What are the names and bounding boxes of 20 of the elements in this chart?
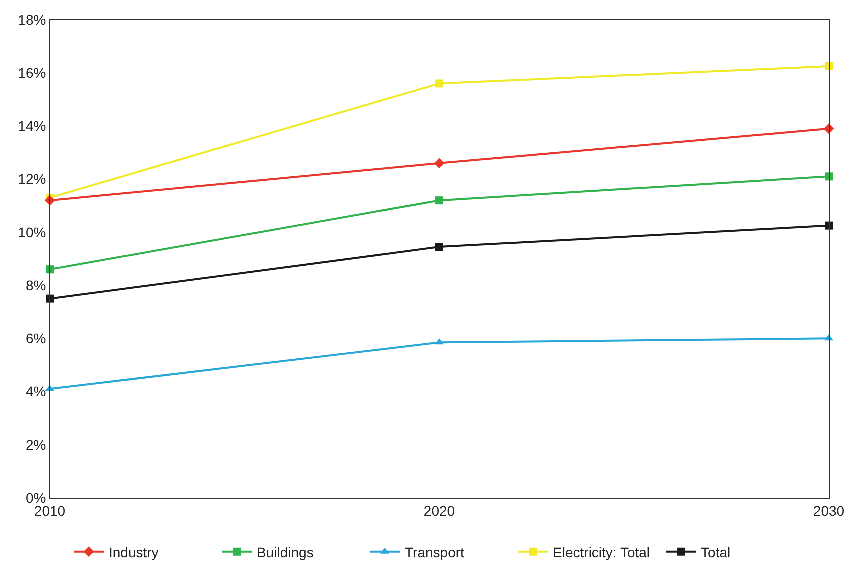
y-tick-label: 10% (18, 224, 46, 240)
y-tick-label: 8% (26, 277, 46, 294)
x-tick-label: 2020 (424, 502, 456, 519)
y-tick-label: 4% (26, 384, 46, 400)
y-tick-label: 16% (18, 65, 46, 82)
y-tick-label: 18% (18, 12, 46, 28)
point (434, 158, 445, 169)
legend-label: Total (701, 544, 731, 560)
legend-label: Electricity: Total (553, 544, 650, 560)
x-tick-label: 2030 (813, 502, 845, 519)
point (436, 196, 444, 205)
legend-label: Transport (405, 544, 465, 560)
point (436, 80, 444, 88)
legend-label: Buildings (257, 544, 314, 560)
y-tick-label: 2% (26, 436, 46, 453)
legend-label: Industry (109, 544, 159, 560)
y-tick-label: 12% (18, 171, 46, 188)
y-tick-label: 6% (26, 330, 46, 347)
point (436, 243, 444, 252)
y-tick-label: 14% (18, 118, 46, 134)
